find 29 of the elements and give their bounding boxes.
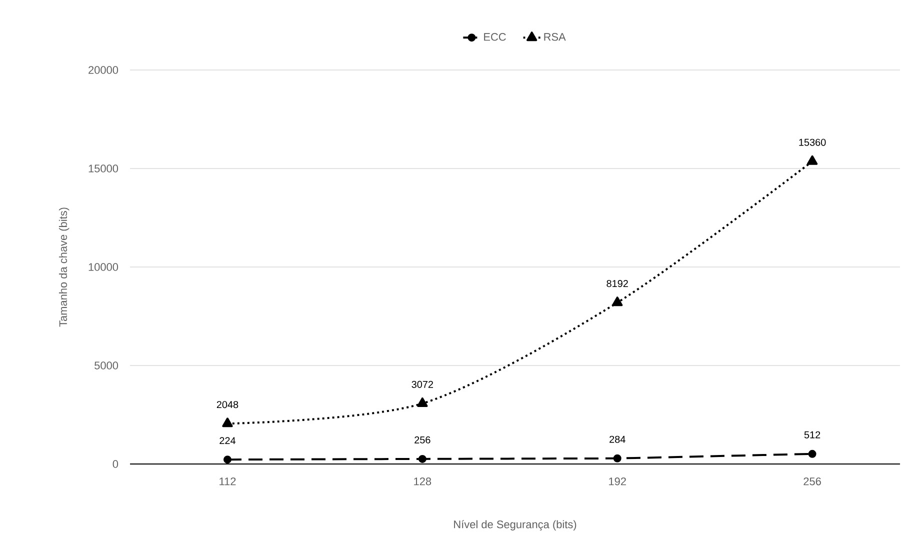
x-tick-label: 128 bbox=[414, 478, 432, 486]
x-tick-label: 256 bbox=[804, 478, 821, 486]
point bbox=[612, 296, 623, 306]
data-label: 512 bbox=[804, 431, 820, 438]
data-label: 256 bbox=[414, 436, 430, 444]
x-tick-label: 112 bbox=[220, 478, 236, 486]
y-tick-label: 0 bbox=[112, 460, 118, 468]
data-label: 15360 bbox=[799, 138, 826, 146]
y-tick-label: 15000 bbox=[88, 164, 118, 172]
data-label: 224 bbox=[220, 437, 236, 444]
data-label: 3072 bbox=[412, 380, 433, 388]
point bbox=[418, 454, 426, 463]
legend-label: RSA bbox=[544, 33, 566, 41]
point bbox=[806, 155, 818, 165]
point bbox=[613, 454, 622, 462]
data-label: 284 bbox=[610, 436, 626, 443]
point bbox=[417, 397, 428, 407]
y-tick-label: 5000 bbox=[94, 362, 118, 370]
x-tick-label: 192 bbox=[609, 478, 626, 486]
legend-label: ECC bbox=[484, 33, 506, 41]
y-tick-label: 10000 bbox=[88, 263, 118, 271]
data-label: 2048 bbox=[216, 401, 238, 408]
point bbox=[223, 456, 232, 464]
data-label: 8192 bbox=[606, 280, 628, 288]
x-axis-title: Nível de Segurança (bits) bbox=[454, 520, 576, 530]
y-tick-label: 20000 bbox=[88, 66, 118, 74]
y-axis-title: Tamanho da chave (bits) bbox=[58, 208, 70, 327]
point bbox=[222, 418, 233, 428]
point bbox=[808, 450, 816, 458]
